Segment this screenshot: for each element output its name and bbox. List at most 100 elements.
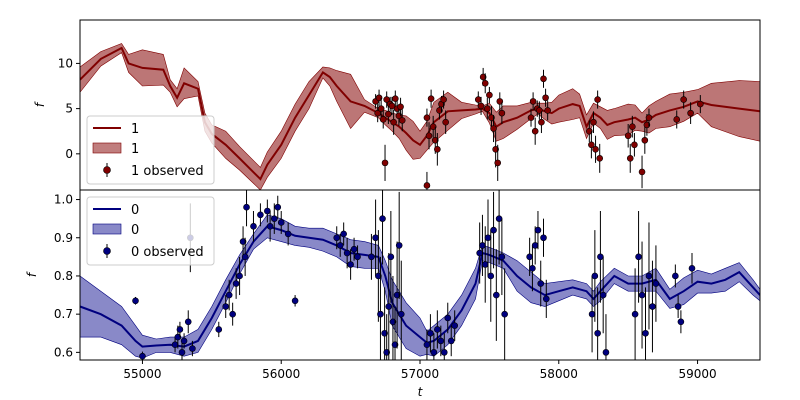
- top-observed-point: [641, 136, 649, 144]
- top-observed-point: [423, 182, 431, 189]
- top-observed-point: [429, 123, 437, 131]
- top-observed-point: [494, 159, 502, 167]
- bottom-observed-point: [534, 226, 542, 234]
- bottom-observed-point: [677, 318, 685, 326]
- top-observed-point: [538, 118, 545, 126]
- bottom-observed-point: [451, 322, 458, 329]
- bottom-observed-point: [540, 234, 547, 242]
- bottom-observed-point: [222, 303, 230, 310]
- bottom-observed-point: [484, 234, 492, 242]
- top-observed-point: [498, 109, 506, 117]
- bottom-observed-point: [423, 341, 431, 349]
- top-observed-point: [527, 114, 535, 121]
- bottom-legend-band-label: 0: [131, 223, 139, 238]
- bottom-legend: 0 0 0 observed: [86, 196, 215, 266]
- bottom-observed-point: [652, 280, 660, 287]
- bottom-observed-point: [174, 333, 182, 341]
- bottom-observed-point: [498, 253, 506, 261]
- bottom-observed-point: [266, 222, 274, 230]
- bottom-observed-point: [229, 310, 236, 318]
- top-legend-box: [86, 115, 215, 185]
- top-observed-point: [586, 127, 593, 135]
- bottom-observed-point: [444, 314, 452, 322]
- bottom-observed-point: [688, 265, 696, 272]
- bottom-observed-point: [176, 326, 184, 333]
- panel-bottom: 0.6 0.7 0.8 0.9 1.0 55000 56000 57000 58000 5900…: [25, 189, 761, 399]
- bottom-legend-marker-swatch: [103, 247, 111, 255]
- top-observed-point: [425, 132, 433, 140]
- bottom-observed-point: [642, 329, 649, 337]
- bottom-observed-point: [241, 253, 249, 261]
- bottom-observed-point: [649, 303, 656, 310]
- bottom-observed-point: [368, 253, 375, 261]
- bottom-observed-point: [672, 272, 679, 280]
- bottom-observed-point: [434, 326, 441, 333]
- top-observed-point: [624, 132, 632, 140]
- bottom-observed-point: [635, 253, 642, 261]
- bottom-observed-point: [270, 215, 278, 222]
- bottom-observed-point: [440, 349, 448, 356]
- top-observed-point: [436, 107, 443, 114]
- top-legend-band-label: 1: [131, 142, 139, 157]
- top-observed-point: [631, 141, 638, 149]
- top-y-axis-label: f: [33, 101, 47, 107]
- bottom-observed-point: [215, 326, 223, 333]
- bottom-observed-point: [171, 341, 179, 349]
- bottom-x-tick-label: 58000: [540, 367, 578, 381]
- top-observed-point: [496, 98, 504, 105]
- top-observed-point: [529, 98, 537, 105]
- bottom-observed-point: [542, 295, 550, 303]
- bottom-observed-point: [674, 303, 682, 310]
- bottom-y-tick-label: 0.8: [54, 269, 73, 283]
- bottom-observed-point: [178, 349, 186, 356]
- top-legend: 1 1 1 observed: [86, 115, 215, 185]
- bottom-observed-point: [139, 352, 146, 360]
- top-observed-point: [697, 100, 704, 108]
- top-observed-point: [588, 141, 595, 149]
- bottom-observed-point: [599, 291, 607, 299]
- bottom-observed-point: [336, 242, 344, 249]
- bottom-observed-point: [479, 242, 486, 249]
- bottom-observed-point: [430, 349, 438, 356]
- top-observed-point: [379, 116, 387, 123]
- bottom-observed-point: [132, 297, 139, 305]
- top-observed-point: [442, 118, 449, 126]
- bottom-x-tick-label: 55000: [123, 367, 161, 381]
- top-observed-point: [645, 114, 653, 121]
- top-observed-point: [474, 96, 482, 103]
- top-observed-point: [626, 155, 634, 162]
- bottom-observed-point: [631, 310, 639, 318]
- bottom-observed-point: [437, 337, 445, 345]
- bottom-observed-point: [180, 337, 188, 345]
- top-observed-point: [377, 105, 385, 112]
- bottom-observed-point: [487, 272, 495, 280]
- top-observed-point: [540, 75, 547, 83]
- bottom-observed-point: [427, 329, 434, 337]
- bottom-observed-point: [393, 291, 401, 299]
- top-observed-point: [479, 73, 487, 81]
- bottom-observed-point: [225, 291, 233, 299]
- bottom-observed-point: [588, 310, 596, 318]
- bottom-observed-point: [495, 215, 503, 222]
- bottom-observed-point: [493, 291, 500, 299]
- top-observed-point: [629, 123, 636, 131]
- bottom-observed-point: [284, 230, 292, 238]
- top-observed-point: [423, 114, 431, 121]
- bottom-observed-point: [537, 280, 545, 287]
- bottom-observed-point: [350, 245, 358, 253]
- top-legend-scatter-label: 1 observed: [131, 164, 204, 179]
- bottom-observed-point: [383, 349, 390, 356]
- bottom-observed-point: [387, 253, 395, 261]
- bottom-x-tick-label: 59000: [678, 367, 716, 381]
- bottom-observed-point: [291, 297, 299, 305]
- top-confidence-band: [80, 43, 760, 190]
- bottom-observed-point: [347, 261, 354, 268]
- bottom-legend-band-swatch: [92, 223, 122, 235]
- bottom-y-tick-label: 0.6: [54, 345, 73, 359]
- bottom-observed-point: [594, 329, 601, 337]
- bottom-y-tick-label: 0.9: [54, 231, 73, 245]
- top-observed-point: [484, 105, 491, 112]
- bottom-legend-box: [86, 196, 215, 266]
- bottom-observed-point: [264, 207, 271, 215]
